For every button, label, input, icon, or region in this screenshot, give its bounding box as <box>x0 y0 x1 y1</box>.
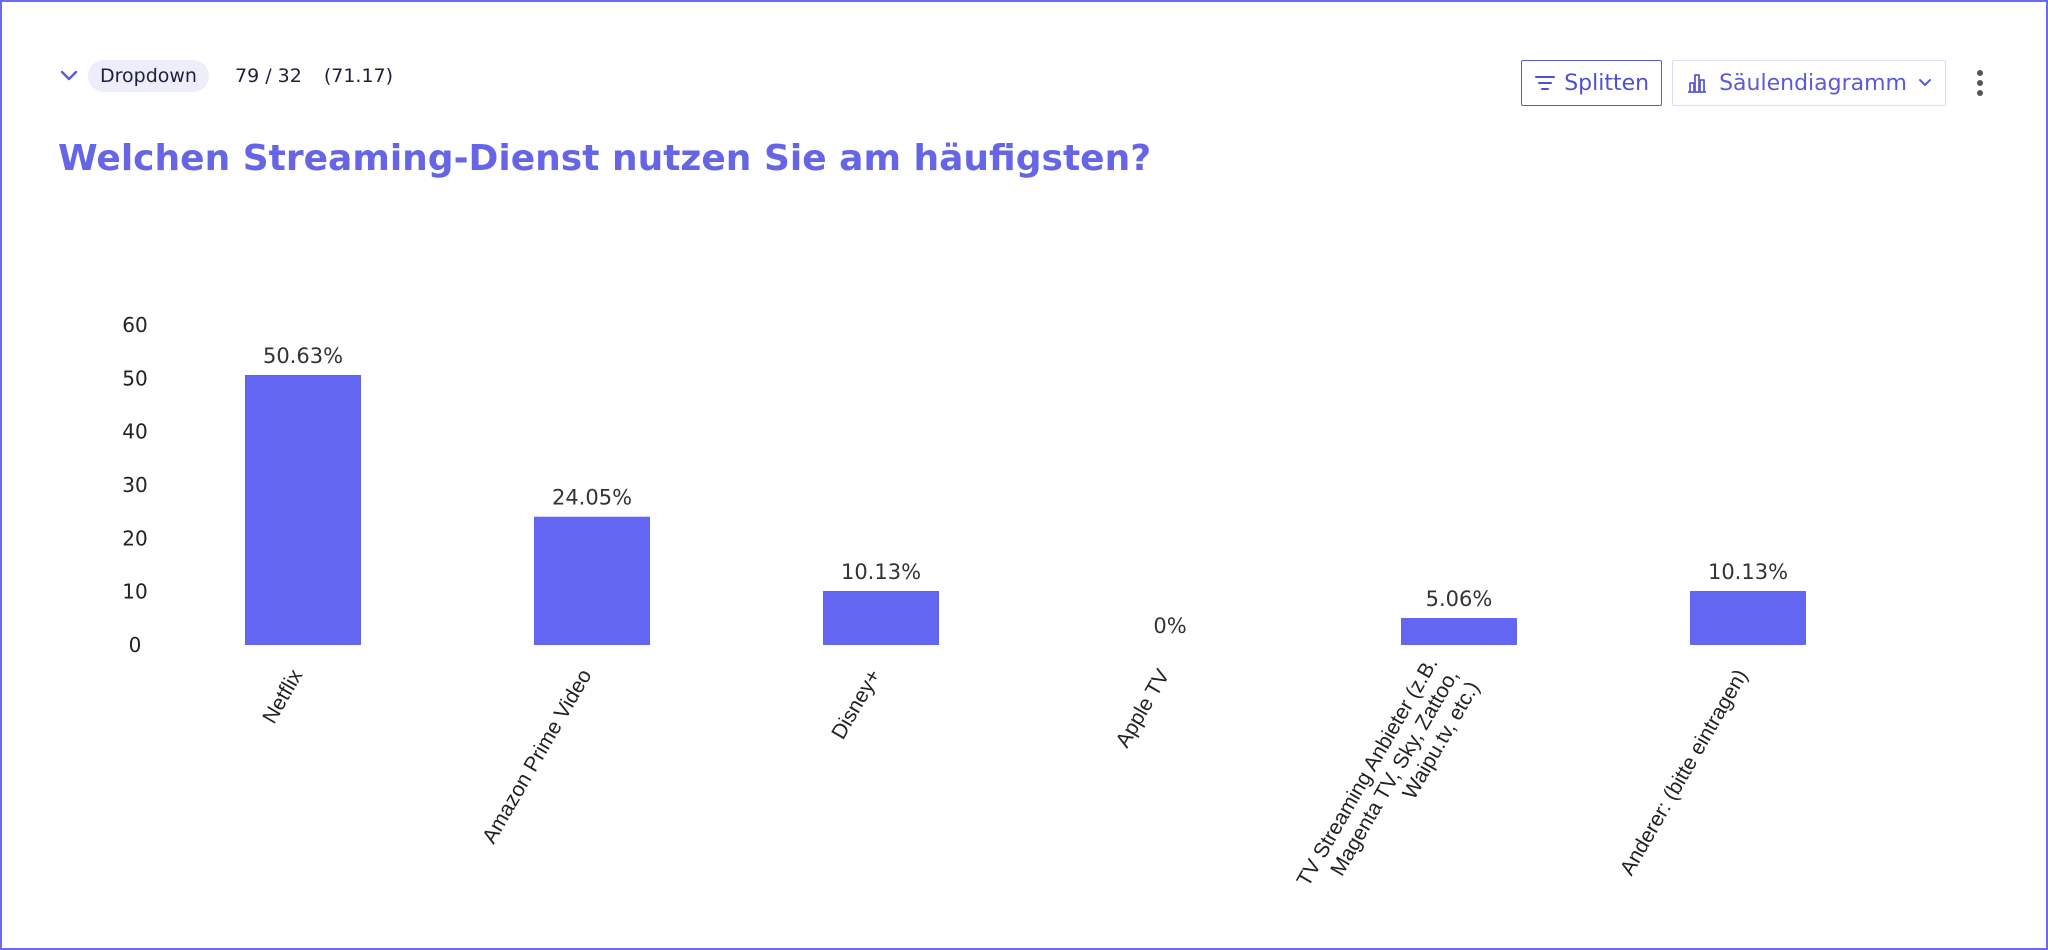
y-tick-label: 0 <box>129 633 142 657</box>
chart-toolbar: Splitten Säulendiagramm <box>1521 60 1992 106</box>
split-button-label: Splitten <box>1564 70 1650 96</box>
bar[interactable] <box>1401 618 1517 645</box>
data-label: 10.13% <box>841 560 921 584</box>
category-label-line: Magenta TV, Sky, Zattoo, <box>1326 666 1463 880</box>
chevron-down-icon <box>1917 77 1933 89</box>
category-label-line: Disney+ <box>827 666 885 744</box>
split-button[interactable]: Splitten <box>1521 60 1663 106</box>
response-count: 79 / 32 <box>234 65 302 87</box>
data-label: 50.63% <box>263 344 343 368</box>
question-title: Welchen Streaming-Dienst nutzen Sie am h… <box>58 138 1152 179</box>
bar[interactable] <box>534 516 650 645</box>
question-type-badge: Dropdown <box>88 60 209 92</box>
chart-type-label: Säulendiagramm <box>1719 70 1907 96</box>
y-tick-label: 50 <box>122 366 147 390</box>
category-label: Netflix <box>258 665 307 727</box>
category-label: TV Streaming Anbieter (z.B.Magenta TV, S… <box>1293 654 1485 891</box>
bar-chart: 0 10 20 30 40 50 60 50.63% Netflix 24.05% Amazon P… <box>122 313 1806 891</box>
more-vertical-icon[interactable] <box>1968 60 1992 106</box>
category-label: Amazon Prime Video <box>478 666 596 848</box>
y-tick-label: 10 <box>122 580 147 604</box>
category-label: Apple TV <box>1111 666 1174 752</box>
category-label: Disney+ <box>827 666 885 744</box>
filter-lines-icon <box>1535 76 1556 90</box>
data-label: 10.13% <box>1708 560 1788 584</box>
category-label-line: Apple TV <box>1111 666 1174 752</box>
bar[interactable] <box>1690 590 1806 645</box>
response-score: (71.17) <box>323 65 394 87</box>
y-tick-label: 60 <box>122 313 147 337</box>
chart-type-select[interactable]: Säulendiagramm <box>1672 60 1946 106</box>
y-tick-label: 20 <box>122 526 147 550</box>
category-label-line: Netflix <box>258 665 307 727</box>
y-tick-label: 30 <box>122 473 147 497</box>
category-label: Anderer: (bitte eintragen) <box>1616 666 1753 880</box>
category-label-line: Anderer: (bitte eintragen) <box>1616 666 1753 880</box>
data-label: 5.06% <box>1426 587 1493 611</box>
bar-chart-icon <box>1685 71 1709 95</box>
chevron-down-icon[interactable] <box>58 65 80 87</box>
data-label: 24.05% <box>552 486 632 510</box>
category-label-line: Amazon Prime Video <box>478 666 596 848</box>
question-header: Dropdown 79 / 32 (71.17) <box>58 60 393 92</box>
y-tick-label: 40 <box>122 420 147 444</box>
data-label: 0% <box>1153 614 1186 638</box>
bar[interactable] <box>823 590 939 645</box>
bar[interactable] <box>245 374 361 645</box>
